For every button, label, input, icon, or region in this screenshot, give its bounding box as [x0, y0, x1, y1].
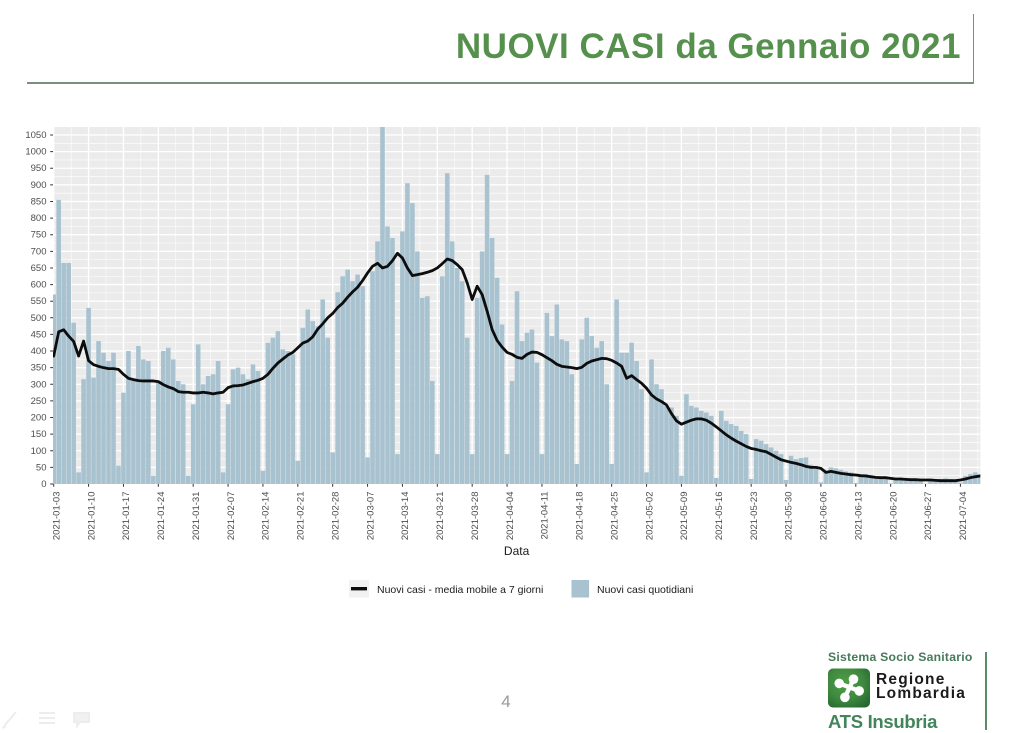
svg-text:2021-01-31: 2021-01-31	[191, 492, 202, 541]
svg-text:2021-04-18: 2021-04-18	[575, 492, 586, 541]
svg-text:2021-04-25: 2021-04-25	[609, 492, 620, 541]
svg-text:Nuovi casi quotidiani: Nuovi casi quotidiani	[597, 584, 693, 596]
svg-text:2021-02-28: 2021-02-28	[330, 492, 341, 541]
svg-text:600: 600	[31, 280, 47, 291]
svg-text:650: 650	[31, 263, 47, 274]
svg-text:900: 900	[31, 180, 47, 191]
svg-text:2021-06-13: 2021-06-13	[853, 492, 864, 541]
svg-text:550: 550	[31, 296, 47, 307]
svg-text:2021-05-30: 2021-05-30	[784, 492, 795, 541]
svg-text:2021-02-21: 2021-02-21	[296, 492, 307, 541]
svg-text:2021-04-11: 2021-04-11	[540, 492, 551, 540]
svg-text:2021-06-20: 2021-06-20	[888, 492, 899, 541]
svg-text:200: 200	[31, 413, 47, 424]
svg-text:50: 50	[36, 462, 47, 473]
svg-text:400: 400	[31, 346, 47, 357]
svg-text:Data: Data	[504, 544, 530, 558]
svg-text:2021-05-16: 2021-05-16	[714, 492, 725, 541]
svg-text:2021-06-27: 2021-06-27	[923, 492, 934, 541]
svg-text:800: 800	[31, 213, 47, 224]
svg-text:0: 0	[41, 479, 46, 490]
svg-text:700: 700	[31, 246, 47, 257]
svg-text:2021-01-17: 2021-01-17	[121, 492, 132, 541]
svg-text:2021-04-04: 2021-04-04	[505, 492, 516, 541]
svg-text:2021-05-23: 2021-05-23	[749, 492, 760, 541]
svg-text:250: 250	[31, 396, 47, 407]
svg-text:2021-06-06: 2021-06-06	[819, 492, 830, 541]
svg-text:2021-02-07: 2021-02-07	[226, 492, 237, 541]
svg-text:2021-03-28: 2021-03-28	[470, 492, 481, 541]
svg-text:300: 300	[31, 379, 47, 390]
svg-text:2021-05-02: 2021-05-02	[644, 492, 655, 541]
svg-text:750: 750	[31, 230, 47, 241]
svg-text:850: 850	[31, 196, 47, 207]
svg-text:2021-03-21: 2021-03-21	[435, 492, 446, 541]
svg-text:2021-01-10: 2021-01-10	[86, 492, 97, 541]
svg-text:450: 450	[31, 329, 47, 340]
svg-text:100: 100	[31, 446, 47, 457]
svg-text:2021-02-14: 2021-02-14	[261, 492, 272, 541]
svg-text:2021-07-04: 2021-07-04	[958, 492, 969, 541]
svg-text:350: 350	[31, 363, 47, 374]
svg-text:1000: 1000	[25, 147, 46, 158]
svg-text:2021-01-24: 2021-01-24	[156, 492, 167, 541]
svg-text:1050: 1050	[25, 130, 46, 141]
svg-text:2021-01-03: 2021-01-03	[51, 492, 62, 541]
svg-text:500: 500	[31, 313, 47, 324]
svg-text:2021-03-14: 2021-03-14	[400, 492, 411, 541]
svg-text:2021-05-09: 2021-05-09	[679, 492, 690, 541]
svg-text:Nuovi casi - media mobile a 7: Nuovi casi - media mobile a 7 giorni	[377, 584, 543, 596]
svg-text:150: 150	[31, 429, 47, 440]
svg-text:2021-03-07: 2021-03-07	[365, 492, 376, 541]
svg-text:950: 950	[31, 163, 47, 174]
